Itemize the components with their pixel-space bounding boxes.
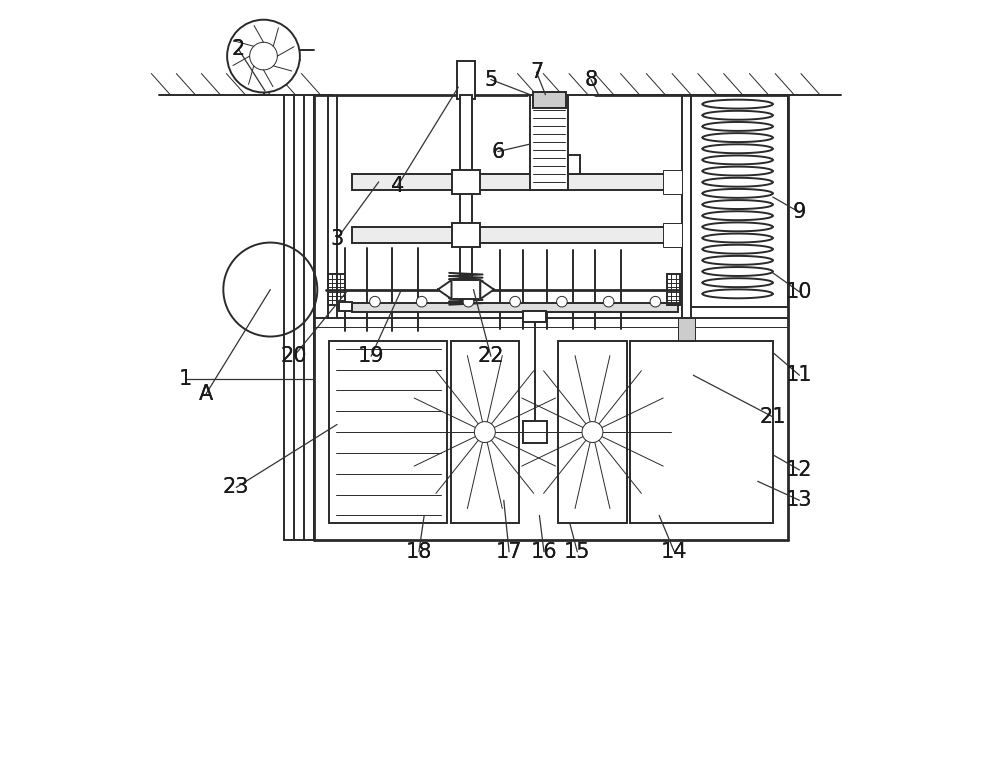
Bar bbox=[530, 95, 568, 190]
Text: 20: 20 bbox=[281, 346, 307, 366]
Bar bbox=[667, 274, 680, 305]
Bar bbox=[457, 61, 475, 99]
Text: 23: 23 bbox=[223, 478, 249, 497]
Bar bbox=[352, 174, 667, 190]
Circle shape bbox=[603, 296, 614, 307]
Bar bbox=[451, 280, 480, 299]
Text: 10: 10 bbox=[786, 282, 813, 302]
Text: 14: 14 bbox=[661, 542, 688, 562]
Text: 5: 5 bbox=[484, 70, 498, 89]
Bar bbox=[523, 311, 546, 322]
Text: 8: 8 bbox=[584, 70, 598, 89]
Text: 15: 15 bbox=[564, 542, 591, 562]
Text: 4: 4 bbox=[391, 176, 404, 196]
Text: 19: 19 bbox=[358, 346, 384, 366]
Text: 14: 14 bbox=[661, 542, 688, 562]
Text: 6: 6 bbox=[491, 142, 504, 161]
Text: 6: 6 bbox=[491, 142, 504, 161]
Bar bbox=[328, 274, 345, 305]
Text: 18: 18 bbox=[406, 542, 432, 562]
Text: 22: 22 bbox=[478, 346, 504, 366]
Bar bbox=[452, 170, 480, 194]
Bar bbox=[630, 341, 773, 523]
Bar bbox=[452, 223, 480, 247]
Bar bbox=[533, 92, 566, 108]
Bar bbox=[329, 341, 447, 523]
Bar bbox=[678, 318, 695, 341]
Text: 8: 8 bbox=[584, 70, 598, 89]
Circle shape bbox=[416, 296, 427, 307]
Text: 13: 13 bbox=[786, 490, 813, 510]
Text: 15: 15 bbox=[564, 542, 591, 562]
Circle shape bbox=[510, 296, 520, 307]
Bar bbox=[352, 303, 678, 312]
Bar bbox=[352, 227, 667, 243]
Bar bbox=[691, 95, 788, 307]
Text: 11: 11 bbox=[786, 365, 813, 385]
Text: 22: 22 bbox=[478, 346, 504, 366]
Text: 23: 23 bbox=[223, 478, 249, 497]
Text: 10: 10 bbox=[786, 282, 813, 302]
Polygon shape bbox=[438, 280, 451, 299]
Circle shape bbox=[463, 296, 474, 307]
Bar bbox=[523, 421, 547, 443]
Bar bbox=[339, 302, 352, 311]
Circle shape bbox=[370, 296, 380, 307]
Circle shape bbox=[557, 296, 567, 307]
Circle shape bbox=[582, 421, 603, 443]
Text: 21: 21 bbox=[760, 407, 786, 427]
Text: 21: 21 bbox=[760, 407, 786, 427]
Text: 12: 12 bbox=[786, 460, 813, 480]
Text: 3: 3 bbox=[330, 229, 344, 249]
Text: 9: 9 bbox=[793, 202, 806, 222]
Text: 1: 1 bbox=[179, 369, 192, 389]
Text: 17: 17 bbox=[496, 542, 522, 562]
Circle shape bbox=[474, 421, 495, 443]
Text: 9: 9 bbox=[793, 202, 806, 222]
Polygon shape bbox=[480, 280, 494, 299]
Text: 5: 5 bbox=[484, 70, 498, 89]
Text: 13: 13 bbox=[786, 490, 813, 510]
Text: 2: 2 bbox=[232, 39, 245, 59]
Text: 12: 12 bbox=[786, 460, 813, 480]
Bar bbox=[663, 170, 682, 194]
Text: A: A bbox=[199, 384, 213, 404]
Text: 2: 2 bbox=[232, 39, 245, 59]
Text: 4: 4 bbox=[391, 176, 404, 196]
Text: 19: 19 bbox=[358, 346, 384, 366]
Text: 7: 7 bbox=[530, 62, 543, 82]
Text: 16: 16 bbox=[531, 542, 557, 562]
Text: 18: 18 bbox=[406, 542, 432, 562]
Text: 3: 3 bbox=[330, 229, 344, 249]
Bar bbox=[460, 95, 472, 307]
Bar bbox=[451, 341, 519, 523]
Text: 17: 17 bbox=[496, 542, 522, 562]
Text: 16: 16 bbox=[531, 542, 557, 562]
Text: A: A bbox=[199, 384, 213, 404]
Bar bbox=[663, 223, 682, 247]
Circle shape bbox=[650, 296, 661, 307]
Text: 7: 7 bbox=[530, 62, 543, 82]
Text: 20: 20 bbox=[281, 346, 307, 366]
Text: 1: 1 bbox=[179, 369, 192, 389]
Circle shape bbox=[227, 20, 300, 92]
Bar bbox=[568, 155, 580, 174]
Bar bbox=[558, 341, 627, 523]
Text: 11: 11 bbox=[786, 365, 813, 385]
Circle shape bbox=[250, 42, 277, 70]
